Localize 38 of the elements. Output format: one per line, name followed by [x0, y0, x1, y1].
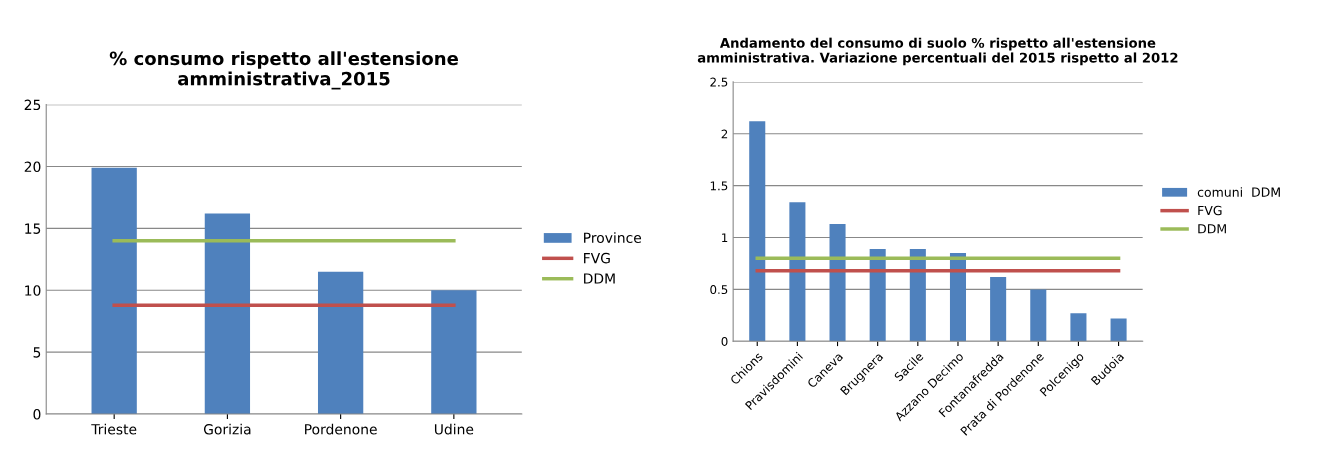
x-tick-label: Pordenone	[305, 423, 377, 435]
bar	[829, 224, 846, 342]
y-tick-label: 25	[24, 99, 41, 111]
legend-label: FVG	[1198, 205, 1222, 216]
y-tick-label: 1.5	[710, 181, 728, 191]
y-tick-label: 1	[722, 233, 728, 242]
bar	[869, 248, 886, 342]
y-tick-label: 2	[721, 129, 728, 139]
bar	[789, 202, 806, 342]
bar	[1110, 318, 1127, 342]
chart-title: Andamento del consumo di suolo % rispetto all'estensione amministrativa. Variazione percentuali del 2015 rispetto al 2012	[697, 37, 1178, 66]
chart-title: % consumo rispetto all'estensione amministrativa_2015	[109, 51, 458, 90]
x-tick-label: Gorizia	[203, 423, 251, 435]
bar	[909, 248, 926, 342]
bar	[431, 290, 477, 415]
bar	[91, 167, 137, 415]
legend-label: comuni DDM	[1197, 187, 1280, 197]
bar	[749, 121, 766, 342]
legend-label: FVG	[584, 252, 610, 264]
y-tick-label: 20	[24, 161, 41, 172]
y-tick-label: 0	[721, 336, 728, 346]
bar	[1070, 313, 1087, 342]
legend-label: Province	[584, 232, 642, 243]
bar	[949, 253, 967, 342]
y-tick-label: 15	[25, 223, 41, 234]
y-tick-label: 10	[25, 285, 41, 296]
y-tick-label: 2.5	[710, 77, 728, 87]
y-tick-label: 5	[33, 347, 41, 358]
x-tick-label: Trieste	[91, 423, 137, 435]
bar	[1030, 289, 1047, 342]
bar	[204, 213, 251, 415]
legend-label: DDM	[1198, 224, 1226, 234]
y-tick-label: 0.5	[710, 285, 728, 295]
legend-label: DDM	[584, 273, 615, 284]
bar	[990, 276, 1007, 342]
x-tick-label: Udine	[434, 423, 474, 435]
y-tick-label: 0	[33, 409, 41, 420]
bar	[317, 271, 364, 415]
